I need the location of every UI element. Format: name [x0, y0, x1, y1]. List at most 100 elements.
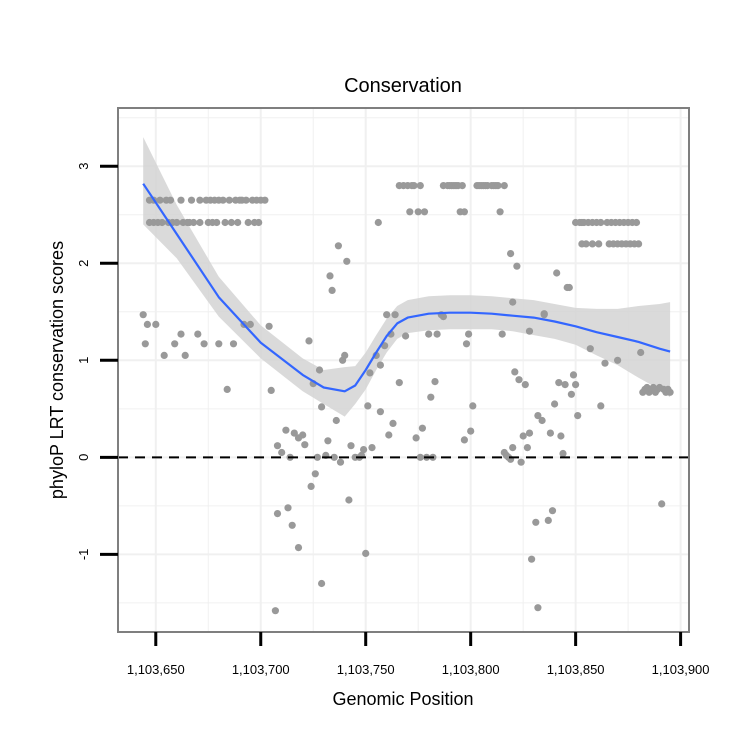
data-point [332, 416, 340, 425]
data-point [561, 381, 569, 389]
data-point [420, 208, 429, 216]
x-axis: 1,103,650 1,103,700 1,103,750 1,103,800 1,10… [127, 632, 710, 677]
data-point [525, 327, 534, 335]
y-tick-label: 1 [76, 357, 91, 364]
x-tick-label: 1,103,850 [547, 662, 605, 677]
data-point [143, 320, 151, 328]
data-point [582, 240, 590, 248]
data-point [311, 470, 319, 478]
data-point [666, 388, 674, 396]
y-tick-label: 3 [76, 163, 91, 170]
data-point [374, 218, 382, 227]
data-point [389, 419, 397, 427]
data-point [465, 330, 473, 338]
data-point [496, 208, 504, 216]
data-point [586, 345, 594, 353]
data-point [187, 196, 196, 204]
data-point [313, 453, 321, 461]
data-point [588, 240, 597, 248]
data-point [290, 429, 298, 437]
data-point [544, 516, 552, 525]
data-point [181, 351, 189, 359]
chart-title: Conservation [344, 75, 462, 97]
data-point [410, 182, 418, 190]
data-point [284, 504, 292, 512]
data-point [427, 393, 435, 401]
data-point [173, 218, 181, 227]
data-point [376, 361, 384, 369]
data-point [336, 458, 345, 466]
data-point [152, 320, 160, 328]
data-point [366, 369, 374, 377]
data-point [160, 351, 168, 359]
data-point [156, 196, 164, 204]
data-point [555, 379, 563, 387]
data-point [334, 242, 342, 250]
data-point [229, 340, 238, 348]
data-point [171, 340, 179, 348]
data-point [559, 449, 567, 458]
data-point [376, 408, 384, 416]
x-tick-label: 1,103,700 [232, 662, 290, 677]
data-point [360, 446, 368, 454]
data-point [347, 442, 355, 450]
data-point [385, 431, 393, 439]
data-point [282, 426, 290, 434]
data-point [595, 240, 603, 248]
data-point [460, 208, 468, 216]
data-point [601, 359, 609, 367]
data-point [395, 379, 403, 387]
data-point [528, 555, 536, 563]
data-point [196, 196, 204, 204]
y-axis: -1 0 1 2 3 [76, 163, 118, 561]
plot-frame [117, 107, 690, 633]
data-point [572, 381, 580, 389]
data-point [158, 218, 166, 227]
data-point [139, 311, 147, 319]
data-point [271, 607, 279, 615]
data-point [196, 218, 204, 227]
data-point [523, 444, 532, 452]
data-point [166, 196, 175, 204]
data-point [318, 403, 326, 411]
data-point [597, 218, 605, 227]
data-point [534, 604, 542, 612]
data-point [223, 385, 231, 393]
y-tick-label: 0 [76, 454, 91, 461]
data-point [324, 437, 332, 445]
data-point [391, 311, 399, 319]
data-point [219, 196, 227, 204]
y-tick-label: -1 [76, 549, 91, 561]
data-point [194, 330, 202, 338]
data-point [513, 262, 521, 270]
data-point [177, 196, 185, 204]
y-axis-label: phyloP LRT conservation scores [47, 241, 67, 499]
data-point [267, 386, 275, 394]
data-point [221, 218, 229, 227]
confidence-band-layer [143, 137, 671, 417]
data-point [242, 196, 250, 204]
x-tick-label: 1,103,800 [442, 662, 500, 677]
data-point [538, 416, 546, 425]
data-point [614, 356, 622, 364]
data-point [294, 544, 303, 552]
data-point [213, 218, 221, 227]
data-point [402, 332, 410, 340]
data-point [273, 509, 282, 518]
data-point [500, 182, 508, 190]
data-point [383, 311, 391, 319]
data-point [200, 340, 208, 348]
y-tick-label: 2 [76, 260, 91, 267]
data-point [414, 208, 422, 216]
data-point [548, 507, 557, 515]
data-point [509, 444, 517, 452]
data-point [467, 427, 475, 435]
data-point [635, 240, 643, 248]
data-point [597, 402, 605, 410]
data-point [330, 453, 338, 461]
data-point [637, 348, 645, 357]
data-point [307, 482, 315, 490]
data-point [343, 257, 351, 265]
data-point [565, 283, 573, 292]
